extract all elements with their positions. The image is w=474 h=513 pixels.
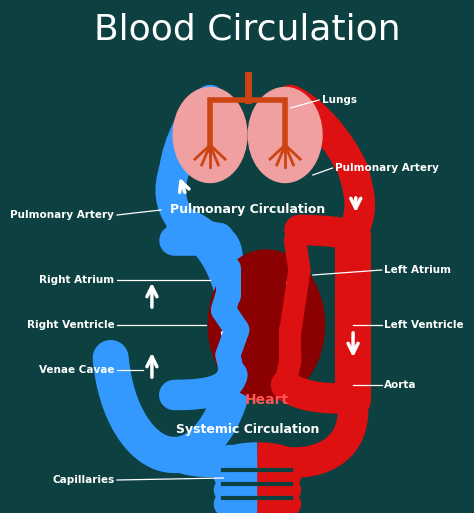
Ellipse shape bbox=[248, 88, 322, 183]
Text: Pulmonary Circulation: Pulmonary Circulation bbox=[170, 204, 325, 216]
Text: Right Ventricle: Right Ventricle bbox=[27, 320, 114, 330]
Text: Pulmonary Artery: Pulmonary Artery bbox=[335, 163, 439, 173]
Text: Pulmonary Artery: Pulmonary Artery bbox=[10, 210, 114, 220]
Text: Aorta: Aorta bbox=[384, 380, 417, 390]
Text: Left Atrium: Left Atrium bbox=[384, 265, 451, 275]
Text: Systemic Circulation: Systemic Circulation bbox=[176, 424, 319, 437]
Text: Right Atrium: Right Atrium bbox=[39, 275, 114, 285]
Text: Capillaries: Capillaries bbox=[52, 475, 114, 485]
Ellipse shape bbox=[173, 88, 247, 183]
Text: Venae Cavae: Venae Cavae bbox=[39, 365, 114, 375]
Text: Blood Circulation: Blood Circulation bbox=[94, 13, 401, 47]
Ellipse shape bbox=[208, 250, 325, 400]
Text: Left Ventricle: Left Ventricle bbox=[384, 320, 464, 330]
Text: Lungs: Lungs bbox=[322, 95, 357, 105]
Text: Heart: Heart bbox=[244, 393, 288, 407]
